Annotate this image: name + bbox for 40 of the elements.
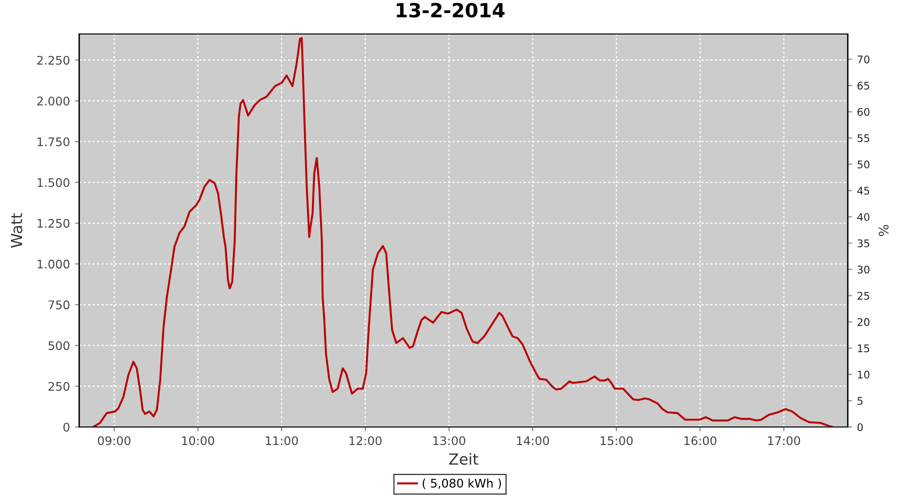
y2-axis-title: % — [878, 224, 889, 236]
chart-title: 13-2-2014 — [396, 2, 505, 18]
x-tick-label: 17:00 — [768, 436, 800, 446]
y2-tick-label: 65 — [858, 82, 870, 90]
y2-tick-label: 30 — [858, 266, 870, 274]
y-axis-title: Watt — [10, 213, 22, 248]
line-series — [92, 37, 834, 427]
y-tick-label: 2.250 — [37, 56, 70, 65]
y-tick-label: 750 — [48, 300, 70, 310]
y-tick-label: 0 — [63, 422, 70, 432]
legend-label: ( 5,080 kWh ) — [422, 478, 501, 490]
x-tick-label: 11:00 — [266, 436, 298, 446]
x-tick-label: 09:00 — [98, 436, 130, 446]
y2-tick-label: 5 — [858, 397, 863, 405]
y-tick-label: 1.500 — [38, 178, 70, 188]
y-tick-label: 1.000 — [38, 260, 70, 269]
y2-tick-label: 70 — [858, 55, 870, 64]
y2-tick-label: 40 — [857, 213, 870, 221]
y-tick-label: 1.750 — [38, 137, 70, 146]
y2-tick-label: 55 — [858, 134, 870, 142]
y2-tick-label: 15 — [858, 344, 870, 352]
x-tick-label: 13:00 — [433, 436, 466, 446]
y2-tick-label: 25 — [858, 292, 870, 300]
y2-tick-label: 20 — [858, 318, 870, 326]
y2-tick-label: 0 — [858, 423, 863, 432]
y-tick-label: 2.000 — [37, 96, 70, 106]
y2-tick-label: 45 — [857, 186, 870, 195]
y2-tick-label: 50 — [858, 160, 870, 168]
y2-tick-label: 10 — [858, 370, 870, 379]
x-axis-title: Zeit — [449, 453, 478, 465]
x-tick-label: 16:00 — [684, 436, 716, 446]
y-tick-label: 500 — [48, 341, 70, 350]
y-tick-label: 1.250 — [38, 218, 70, 228]
y-tick-label: 250 — [48, 382, 70, 391]
x-tick-label: 12:00 — [350, 436, 382, 446]
y2-tick-label: 35 — [858, 239, 870, 248]
x-tick-label: 14:00 — [517, 436, 549, 446]
y2-tick-label: 60 — [858, 108, 870, 116]
x-tick-label: 10:00 — [182, 436, 214, 446]
x-tick-label: 15:00 — [600, 436, 633, 446]
